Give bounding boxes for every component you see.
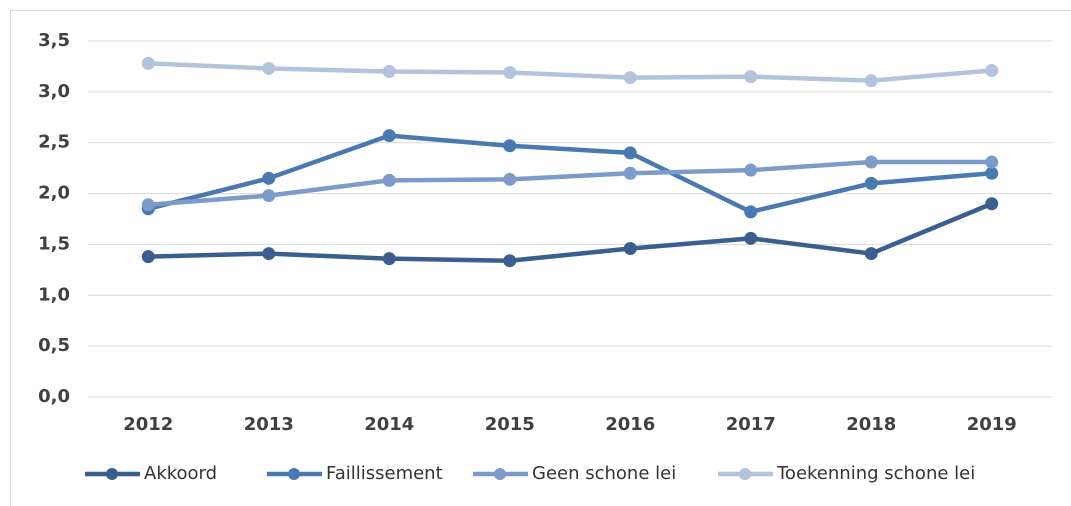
x-tick-label: 2018 <box>846 414 896 435</box>
point <box>744 205 758 219</box>
point <box>744 231 758 245</box>
x-tick-label: 2015 <box>485 414 535 435</box>
series-line <box>148 61 992 83</box>
legend-marker <box>288 468 300 480</box>
point <box>141 198 155 212</box>
point <box>985 155 999 169</box>
x-tick-label: 2014 <box>364 414 414 435</box>
point <box>623 71 637 85</box>
point <box>262 171 276 185</box>
point <box>623 146 637 160</box>
point <box>864 74 878 88</box>
legend-marker <box>106 468 118 480</box>
point <box>382 65 396 79</box>
legend-label: Akkoord <box>144 463 217 484</box>
point <box>985 197 999 211</box>
y-tick-label: 0,5 <box>38 335 70 356</box>
x-tick-label: 2013 <box>244 414 294 435</box>
point <box>382 252 396 266</box>
y-tick-label: 3,5 <box>38 30 70 51</box>
series-line <box>148 201 993 263</box>
y-tick-label: 2,5 <box>38 132 70 153</box>
legend-marker <box>494 468 506 480</box>
chart-border <box>10 10 1071 506</box>
x-tick-label: 2012 <box>123 414 173 435</box>
legend-label: Faillissement <box>326 463 443 484</box>
point <box>623 166 637 180</box>
series-line <box>147 133 992 215</box>
point <box>141 250 155 264</box>
point <box>503 172 517 186</box>
point <box>503 66 517 80</box>
point <box>503 254 517 268</box>
point <box>985 166 999 180</box>
x-tick-label: 2016 <box>605 414 655 435</box>
point <box>262 61 276 75</box>
x-tick-label: 2017 <box>726 414 776 435</box>
point <box>864 247 878 261</box>
legend-label: Toekenning schone lei <box>776 463 975 484</box>
point <box>382 173 396 187</box>
point <box>864 176 878 190</box>
point <box>623 241 637 255</box>
point <box>503 139 517 153</box>
x-tick-label: 2019 <box>967 414 1017 435</box>
legend-label: Geen schone lei <box>532 463 676 484</box>
point <box>864 155 878 169</box>
point <box>141 56 155 70</box>
y-tick-label: 2,0 <box>38 183 70 204</box>
point <box>262 189 276 203</box>
series-line <box>148 159 992 208</box>
y-tick-label: 1,0 <box>38 284 70 305</box>
point <box>382 129 396 143</box>
y-tick-label: 0,0 <box>38 386 70 407</box>
point <box>744 163 758 177</box>
legend-marker <box>739 468 751 480</box>
y-tick-label: 1,5 <box>38 233 70 254</box>
point <box>744 70 758 84</box>
y-tick-label: 3,0 <box>38 81 70 102</box>
point <box>985 63 999 77</box>
point <box>262 247 276 261</box>
